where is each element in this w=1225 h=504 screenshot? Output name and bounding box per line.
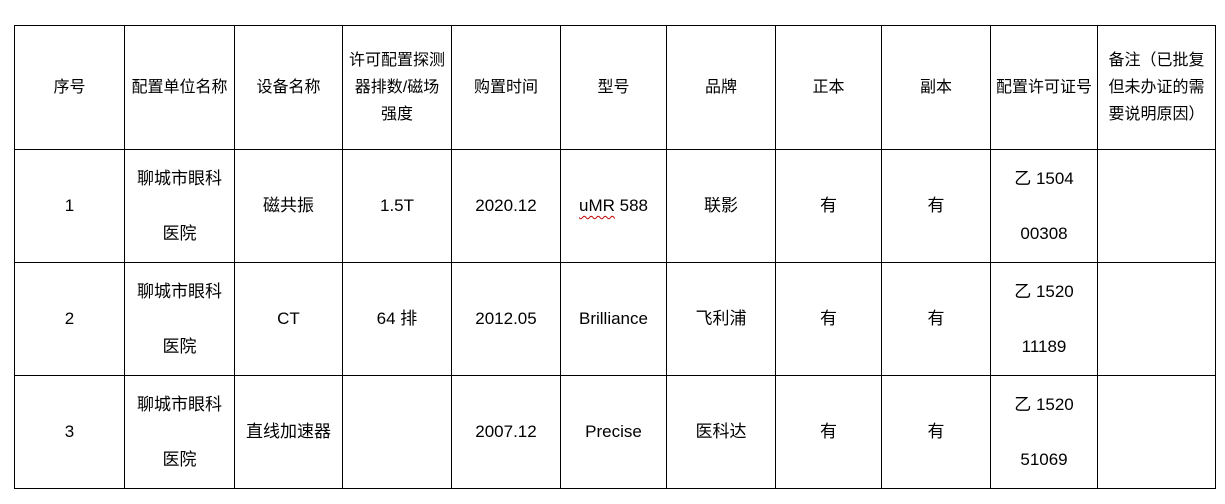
model-text: 588 xyxy=(614,196,648,215)
cell-unit: 聊城市眼科 医院 xyxy=(124,149,235,263)
model-text: Brilliance xyxy=(579,309,648,328)
cell-model: Brilliance xyxy=(560,262,667,376)
cell-spec: 64 排 xyxy=(342,262,452,376)
table-row: 3 聊城市眼科 医院 直线加速器 2007.12 Precise 医科达 有 有… xyxy=(14,375,1216,489)
model-text: Precise xyxy=(585,422,642,441)
header-remark: 备注（已批复但未办证的需要说明原因） xyxy=(1097,25,1216,150)
header-unit: 配置单位名称 xyxy=(124,25,235,150)
cell-license: 乙 1520 51069 xyxy=(990,375,1098,489)
cell-copy: 有 xyxy=(881,149,991,263)
cell-license: 乙 1504 00308 xyxy=(990,149,1098,263)
header-spec: 许可配置探测器排数/磁场强度 xyxy=(342,25,452,150)
license-line-2: 11189 xyxy=(1021,336,1067,356)
header-device: 设备名称 xyxy=(234,25,343,150)
unit-line-1: 聊城市眼科 xyxy=(137,394,222,414)
cell-model: uMR 588 xyxy=(560,149,667,263)
cell-device: CT xyxy=(234,262,343,376)
table-row: 2 聊城市眼科 医院 CT 64 排 2012.05 Brilliance 飞利… xyxy=(14,262,1216,376)
unit-line-1: 聊城市眼科 xyxy=(137,168,222,188)
cell-remark xyxy=(1097,375,1216,489)
table-header-row: 序号 配置单位名称 设备名称 许可配置探测器排数/磁场强度 购置时间 型号 品牌… xyxy=(14,25,1216,150)
cell-purchase: 2007.12 xyxy=(451,375,561,489)
cell-spec xyxy=(342,375,452,489)
cell-brand: 医科达 xyxy=(666,375,776,489)
header-model: 型号 xyxy=(560,25,667,150)
table-row: 1 聊城市眼科 医院 磁共振 1.5T 2020.12 uMR 588 联影 有… xyxy=(14,149,1216,263)
cell-original: 有 xyxy=(775,262,882,376)
cell-seq: 3 xyxy=(14,375,125,489)
cell-spec: 1.5T xyxy=(342,149,452,263)
unit-line-2: 医院 xyxy=(162,336,197,356)
cell-model: Precise xyxy=(560,375,667,489)
license-line-1: 乙 1504 xyxy=(1014,168,1074,188)
cell-brand: 联影 xyxy=(666,149,776,263)
header-copy: 副本 xyxy=(881,25,991,150)
cell-remark xyxy=(1097,262,1216,376)
header-original: 正本 xyxy=(775,25,882,150)
header-license: 配置许可证号 xyxy=(990,25,1098,150)
cell-purchase: 2020.12 xyxy=(451,149,561,263)
cell-device: 直线加速器 xyxy=(234,375,343,489)
cell-unit: 聊城市眼科 医院 xyxy=(124,375,235,489)
header-brand: 品牌 xyxy=(666,25,776,150)
cell-remark xyxy=(1097,149,1216,263)
cell-seq: 2 xyxy=(14,262,125,376)
cell-copy: 有 xyxy=(881,262,991,376)
cell-copy: 有 xyxy=(881,375,991,489)
unit-line-1: 聊城市眼科 xyxy=(137,281,222,301)
license-line-2: 00308 xyxy=(1020,223,1068,243)
spellcheck-flagged-text: uMR xyxy=(579,196,615,215)
cell-brand: 飞利浦 xyxy=(666,262,776,376)
equipment-table: 序号 配置单位名称 设备名称 许可配置探测器排数/磁场强度 购置时间 型号 品牌… xyxy=(14,25,1216,489)
cell-purchase: 2012.05 xyxy=(451,262,561,376)
license-line-2: 51069 xyxy=(1020,449,1068,469)
cell-device: 磁共振 xyxy=(234,149,343,263)
unit-line-2: 医院 xyxy=(162,223,197,243)
cell-unit: 聊城市眼科 医院 xyxy=(124,262,235,376)
cell-original: 有 xyxy=(775,149,882,263)
header-purchase: 购置时间 xyxy=(451,25,561,150)
license-line-1: 乙 1520 xyxy=(1014,394,1074,414)
cell-license: 乙 1520 11189 xyxy=(990,262,1098,376)
header-seq: 序号 xyxy=(14,25,125,150)
unit-line-2: 医院 xyxy=(162,449,197,469)
license-line-1: 乙 1520 xyxy=(1014,281,1074,301)
cell-original: 有 xyxy=(775,375,882,489)
cell-seq: 1 xyxy=(14,149,125,263)
